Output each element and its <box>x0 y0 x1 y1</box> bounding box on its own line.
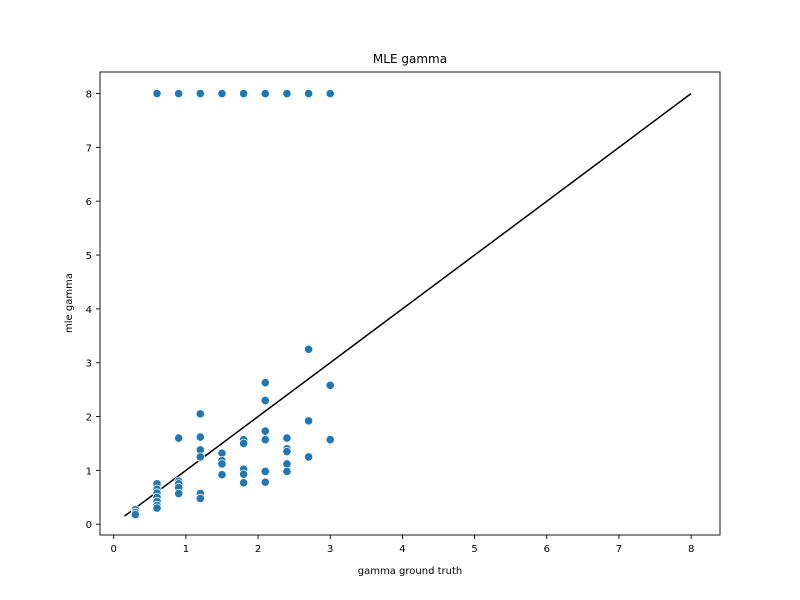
data-point <box>282 446 292 457</box>
data-point <box>174 488 184 499</box>
reference-line <box>124 92 692 517</box>
x-tick-label: 6 <box>544 544 550 555</box>
y-tick-label: 3 <box>86 359 92 370</box>
data-point <box>282 433 292 443</box>
chart-title: MLE gamma <box>373 52 447 66</box>
data-point <box>130 509 140 520</box>
data-point <box>174 88 184 99</box>
axes-frame <box>99 71 721 536</box>
x-tick-label: 3 <box>327 544 333 555</box>
x-tick-label: 5 <box>471 544 477 555</box>
data-point <box>325 435 335 445</box>
y-tick-label: 4 <box>86 305 92 316</box>
x-tick-label: 0 <box>111 544 117 555</box>
data-point <box>325 88 335 99</box>
y-tick-label: 6 <box>86 197 92 208</box>
data-point <box>217 470 227 480</box>
data-point <box>260 88 270 99</box>
data-point <box>152 88 162 99</box>
data-point <box>282 466 292 477</box>
y-tick-label: 8 <box>86 90 92 101</box>
y-tick-label: 5 <box>86 251 92 262</box>
data-point <box>239 478 249 488</box>
data-point <box>152 503 162 513</box>
data-point <box>260 466 270 477</box>
x-tick-label: 2 <box>255 544 261 555</box>
data-point <box>303 88 314 99</box>
data-point <box>239 469 249 479</box>
x-tick-label: 7 <box>616 544 622 555</box>
data-point <box>303 416 314 426</box>
plot-area: 0 1 2 3 4 5 6 7 8 0 1 2 3 4 5 6 7 8 <box>86 71 721 555</box>
data-point <box>260 477 270 487</box>
data-point <box>303 344 314 354</box>
data-point <box>217 459 227 469</box>
data-point <box>195 409 205 419</box>
data-point <box>303 452 314 462</box>
x-tick-label: 4 <box>399 544 405 555</box>
data-point <box>195 432 205 442</box>
data-point <box>195 452 205 462</box>
data-point <box>260 435 270 445</box>
y-tick-label: 1 <box>86 466 92 477</box>
data-point <box>260 426 270 436</box>
x-tick-label: 1 <box>183 544 189 555</box>
y-axis-label: mle gamma <box>64 273 75 333</box>
data-point <box>239 88 249 99</box>
data-point <box>260 395 270 406</box>
x-tick-label: 8 <box>688 544 694 555</box>
data-point <box>195 88 205 99</box>
data-point <box>174 433 184 443</box>
data-point <box>260 378 270 388</box>
data-point <box>217 88 227 99</box>
data-point <box>325 380 335 390</box>
data-point <box>195 493 205 503</box>
x-axis-label: gamma ground truth <box>358 566 462 577</box>
y-tick-label: 7 <box>86 143 92 154</box>
y-tick-label: 2 <box>86 413 92 424</box>
y-tick-label: 0 <box>86 520 92 531</box>
data-point <box>282 88 292 99</box>
data-point <box>239 438 249 449</box>
